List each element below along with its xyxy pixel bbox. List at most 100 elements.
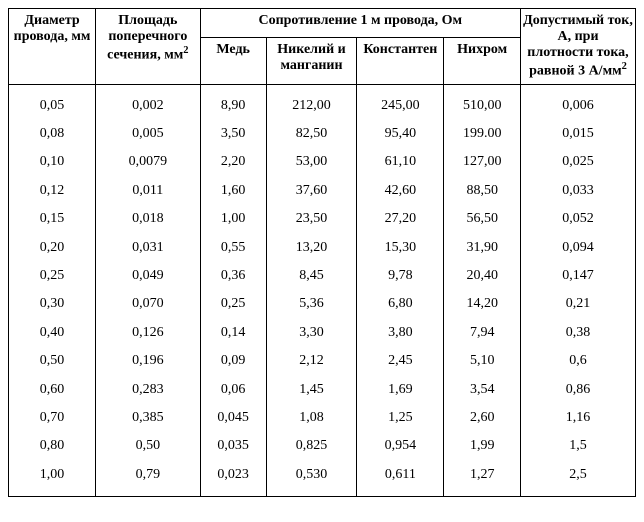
table-row: 1,000,790,0230,5300,6111,272,5 — [9, 461, 636, 497]
cell-nh: 510,00 — [444, 84, 521, 120]
cell-s: 0,385 — [96, 404, 201, 432]
cell-s: 0,126 — [96, 319, 201, 347]
cell-i: 0,6 — [521, 347, 636, 375]
cell-nh: 56,50 — [444, 205, 521, 233]
cell-ko: 95,40 — [357, 120, 444, 148]
table-row: 0,250,0490,368,459,7820,400,147 — [9, 262, 636, 290]
table-row: 0,050,0028,90212,00245,00510,000,006 — [9, 84, 636, 120]
cell-ni: 212,00 — [266, 84, 357, 120]
subheader-nichrome: Нихром — [444, 37, 521, 84]
cell-ko: 3,80 — [357, 319, 444, 347]
cell-ni: 3,30 — [266, 319, 357, 347]
cell-nh: 31,90 — [444, 234, 521, 262]
table-row: 0,200,0310,5513,2015,3031,900,094 — [9, 234, 636, 262]
cell-i: 1,5 — [521, 432, 636, 460]
cell-cu: 0,023 — [200, 461, 266, 497]
cell-ni: 2,12 — [266, 347, 357, 375]
cell-ko: 0,611 — [357, 461, 444, 497]
cell-ni: 13,20 — [266, 234, 357, 262]
cell-d: 0,20 — [9, 234, 96, 262]
cell-cu: 0,09 — [200, 347, 266, 375]
header-current: Допустимый ток, А, при плотности тока, р… — [521, 9, 636, 85]
header-resistance-group: Сопротивление 1 м провода, Ом — [200, 9, 520, 38]
cell-d: 0,50 — [9, 347, 96, 375]
cell-cu: 3,50 — [200, 120, 266, 148]
header-cross-section: Площадь поперечного сечения, мм2 — [96, 9, 201, 85]
cell-ni: 53,00 — [266, 148, 357, 176]
cell-d: 0,40 — [9, 319, 96, 347]
table-row: 0,800,500,0350,8250,9541,991,5 — [9, 432, 636, 460]
table-row: 0,150,0181,0023,5027,2056,500,052 — [9, 205, 636, 233]
cell-nh: 1,27 — [444, 461, 521, 497]
cell-nh: 20,40 — [444, 262, 521, 290]
table-row: 0,120,0111,6037,6042,6088,500,033 — [9, 177, 636, 205]
cell-ni: 1,08 — [266, 404, 357, 432]
cell-cu: 8,90 — [200, 84, 266, 120]
table-row: 0,600,2830,061,451,693,540,86 — [9, 376, 636, 404]
subheader-nickel: Никелий и манганин — [266, 37, 357, 84]
table-row: 0,400,1260,143,303,807,940,38 — [9, 319, 636, 347]
cell-d: 0,80 — [9, 432, 96, 460]
cell-d: 0,60 — [9, 376, 96, 404]
cell-i: 0,006 — [521, 84, 636, 120]
cell-s: 0,002 — [96, 84, 201, 120]
cell-d: 0,12 — [9, 177, 96, 205]
cell-ko: 1,69 — [357, 376, 444, 404]
cell-i: 0,38 — [521, 319, 636, 347]
table-row: 0,500,1960,092,122,455,100,6 — [9, 347, 636, 375]
cell-d: 0,70 — [9, 404, 96, 432]
table-body: 0,050,0028,90212,00245,00510,000,0060,08… — [9, 84, 636, 496]
cell-cu: 1,60 — [200, 177, 266, 205]
cell-ko: 61,10 — [357, 148, 444, 176]
cell-i: 0,21 — [521, 290, 636, 318]
cell-i: 0,147 — [521, 262, 636, 290]
cell-s: 0,011 — [96, 177, 201, 205]
cell-cu: 0,55 — [200, 234, 266, 262]
table-row: 0,300,0700,255,366,8014,200,21 — [9, 290, 636, 318]
cell-cu: 0,045 — [200, 404, 266, 432]
cell-i: 0,015 — [521, 120, 636, 148]
cell-d: 0,10 — [9, 148, 96, 176]
cell-d: 0,08 — [9, 120, 96, 148]
cell-ni: 5,36 — [266, 290, 357, 318]
cell-d: 0,05 — [9, 84, 96, 120]
cell-s: 0,070 — [96, 290, 201, 318]
cell-i: 0,86 — [521, 376, 636, 404]
cell-s: 0,196 — [96, 347, 201, 375]
cell-nh: 14,20 — [444, 290, 521, 318]
cell-s: 0,79 — [96, 461, 201, 497]
cell-nh: 5,10 — [444, 347, 521, 375]
wire-resistance-table: Диаметр провода, мм Площадь поперечного … — [8, 8, 636, 497]
cell-nh: 3,54 — [444, 376, 521, 404]
cell-nh: 88,50 — [444, 177, 521, 205]
table-row: 0,100,00792,2053,0061,10127,000,025 — [9, 148, 636, 176]
cell-i: 0,025 — [521, 148, 636, 176]
cell-nh: 1,99 — [444, 432, 521, 460]
cell-s: 0,005 — [96, 120, 201, 148]
cell-cu: 2,20 — [200, 148, 266, 176]
cell-s: 0,049 — [96, 262, 201, 290]
cell-ko: 27,20 — [357, 205, 444, 233]
cell-s: 0,0079 — [96, 148, 201, 176]
cell-nh: 7,94 — [444, 319, 521, 347]
cell-s: 0,283 — [96, 376, 201, 404]
cell-ni: 0,530 — [266, 461, 357, 497]
table-row: 0,080,0053,5082,5095,40199.000,015 — [9, 120, 636, 148]
cell-s: 0,50 — [96, 432, 201, 460]
subheader-constantan: Константен — [357, 37, 444, 84]
cell-ko: 0,954 — [357, 432, 444, 460]
cell-ko: 245,00 — [357, 84, 444, 120]
subheader-copper: Медь — [200, 37, 266, 84]
cell-ko: 2,45 — [357, 347, 444, 375]
cell-i: 0,094 — [521, 234, 636, 262]
cell-ko: 9,78 — [357, 262, 444, 290]
cell-ni: 23,50 — [266, 205, 357, 233]
cell-nh: 127,00 — [444, 148, 521, 176]
header-diameter: Диаметр провода, мм — [9, 9, 96, 85]
cell-i: 2,5 — [521, 461, 636, 497]
cell-cu: 0,36 — [200, 262, 266, 290]
table-row: 0,700,3850,0451,081,252,601,16 — [9, 404, 636, 432]
cell-ni: 0,825 — [266, 432, 357, 460]
cell-cu: 1,00 — [200, 205, 266, 233]
cell-cu: 0,06 — [200, 376, 266, 404]
